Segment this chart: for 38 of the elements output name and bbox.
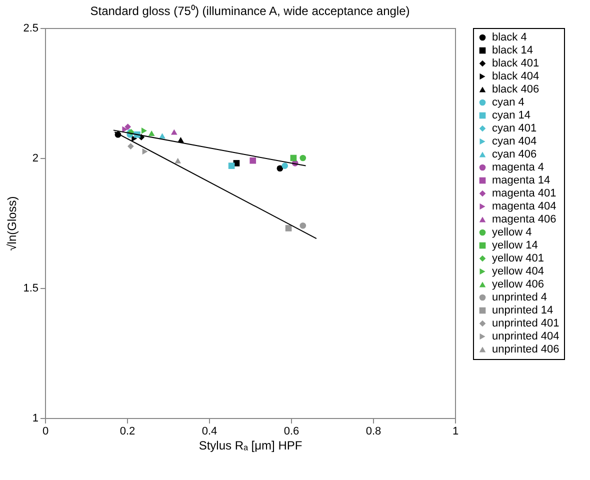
x-tick-label: 0.6 [284,426,300,438]
legend-label: cyan 404 [492,136,537,148]
x-tick-label: 0 [42,426,49,438]
legend-label: cyan 406 [492,148,537,160]
legend-label: yellow 14 [492,240,538,252]
legend-label: unprinted 406 [492,344,560,356]
legend-label: black 14 [492,44,533,56]
y-tick-label: 2 [32,152,38,164]
legend-label: unprinted 401 [492,318,560,330]
y-axis-title: √ln(Gloss) [5,196,20,251]
legend-label: cyan 4 [492,96,524,108]
legend-label: magenta 401 [492,188,556,200]
x-tick-label: 1 [452,426,459,438]
y-tick-label: 2.5 [23,22,38,34]
y-tick-label: 1.5 [23,282,38,294]
legend-label: magenta 14 [492,174,550,186]
legend-label: magenta 404 [492,200,556,212]
y-tick-label: 1 [32,412,38,424]
legend-label: cyan 14 [492,110,531,122]
legend-label: magenta 406 [492,214,556,226]
legend-label: unprinted 14 [492,304,554,316]
legend-label: yellow 404 [492,266,544,278]
legend-label: black 406 [492,84,540,96]
legend-label: magenta 4 [492,162,544,174]
chart-title: Standard gloss (75⁰) (illuminance A, wide acceptance angle) [90,4,410,18]
legend-label: yellow 406 [492,278,544,290]
legend-label: cyan 401 [492,122,537,134]
legend-label: black 401 [492,58,540,70]
x-tick-label: 0.8 [366,426,382,438]
legend-label: unprinted 404 [492,330,560,342]
legend-label: black 404 [492,70,540,82]
legend-label: black 4 [492,32,527,44]
x-axis-title: Stylus Rₐ [μm] HPF [198,438,302,452]
legend-label: yellow 4 [492,226,532,238]
x-tick-label: 0.4 [202,426,218,438]
legend-label: yellow 401 [492,252,544,264]
legend-label: unprinted 4 [492,292,548,304]
x-tick-label: 0.2 [120,426,136,438]
